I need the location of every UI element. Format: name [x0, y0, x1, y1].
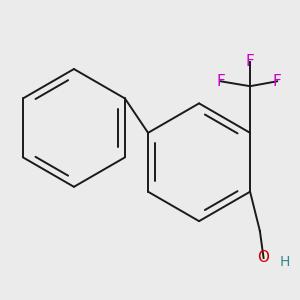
Text: F: F [216, 74, 225, 89]
Text: F: F [273, 74, 281, 89]
Text: F: F [246, 54, 254, 69]
Text: O: O [258, 250, 270, 266]
Text: H: H [279, 255, 290, 268]
